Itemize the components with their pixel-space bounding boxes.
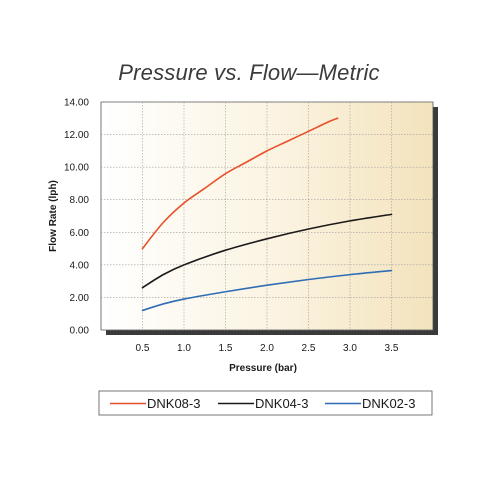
y-tick-label: 0.00 <box>70 326 90 337</box>
series-lines <box>141 117 393 312</box>
x-tick-label: 3.0 <box>343 343 357 354</box>
series-line-dnk02-3 <box>141 269 393 312</box>
legend-item-dnk04-3: DNK04-3 <box>218 396 308 411</box>
x-tick-label: 0.5 <box>136 343 150 354</box>
y-tick-label: 4.00 <box>70 260 90 271</box>
x-axis-ticks: 0.5 1.0 1.5 2.0 2.5 3.0 3.5 <box>136 343 399 354</box>
legend-label: DNK02-3 <box>362 396 415 411</box>
series-line-dnk04-3 <box>141 213 393 289</box>
legend-box <box>98 390 433 416</box>
x-tick-label: 2.5 <box>302 343 316 354</box>
x-tick-label: 1.0 <box>177 343 191 354</box>
y-tick-label: 14.00 <box>64 98 89 109</box>
legend-item-dnk02-3: DNK02-3 <box>325 396 415 411</box>
legend: DNK08-3 DNK04-3 DNK02-3 <box>98 390 433 416</box>
x-tick-label: 1.5 <box>219 343 233 354</box>
series-line-dnk08-3 <box>141 117 339 250</box>
y-axis-ticks: 0.00 2.00 4.00 6.00 8.00 10.00 12.00 14.00 <box>64 98 89 337</box>
y-axis-title: Flow Rate (lph) <box>48 180 59 252</box>
grid-lines <box>101 101 433 331</box>
y-tick-label: 6.00 <box>70 228 90 239</box>
y-tick-label: 8.00 <box>70 195 90 206</box>
x-tick-label: 2.0 <box>260 343 274 354</box>
legend-label: DNK04-3 <box>255 396 308 411</box>
legend-label: DNK08-3 <box>147 396 200 411</box>
y-tick-label: 10.00 <box>64 163 89 174</box>
y-tick-label: 12.00 <box>64 130 89 141</box>
y-tick-label: 2.00 <box>70 293 90 304</box>
legend-item-dnk08-3: DNK08-3 <box>110 396 200 411</box>
chart-title: Pressure vs. Flow—Metric <box>118 60 380 85</box>
x-axis-title: Pressure (bar) <box>229 363 297 374</box>
x-tick-label: 3.5 <box>385 343 399 354</box>
